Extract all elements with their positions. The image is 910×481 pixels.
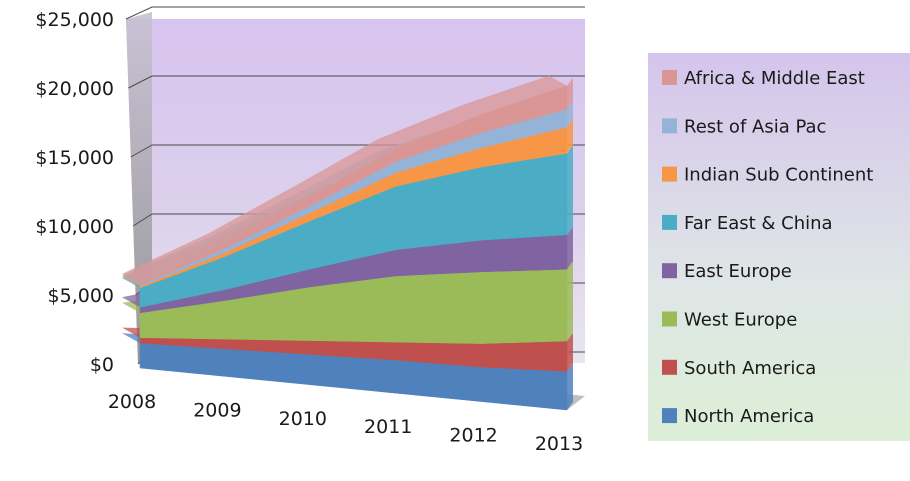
y-tick-label: $5,000 (48, 285, 114, 307)
legend-label: East Europe (684, 261, 792, 282)
area-africa-and-middle-east (122, 75, 573, 286)
y-tick-label: $10,000 (35, 216, 114, 238)
x-tick-label: 2009 (193, 399, 241, 421)
x-tick-label: 2008 (108, 391, 156, 413)
y-tick-label: $0 (90, 354, 114, 376)
legend-swatch (662, 118, 677, 134)
area-end-face (567, 363, 573, 410)
area-end-face (567, 145, 573, 235)
legend-label: North America (684, 406, 814, 427)
area-end-face (567, 77, 573, 110)
legend-label: Far East & China (684, 213, 833, 234)
legend-swatch (662, 214, 677, 230)
legend-label: South America (684, 358, 816, 379)
legend-swatch (662, 359, 677, 375)
legend-label: Indian Sub Continent (684, 165, 873, 186)
legend-item-east-europe: East Europe (662, 261, 792, 282)
legend-label: Rest of Asia Pac (684, 116, 826, 137)
area-end-face (567, 101, 573, 128)
legend-item-south-america: South America (662, 358, 816, 379)
gridline (128, 75, 585, 89)
x-tick-label: 2012 (449, 425, 497, 447)
legend-swatch (662, 166, 677, 182)
legend-item-africa-and-middle-east: Africa & Middle East (662, 68, 865, 89)
legend-swatch (662, 263, 677, 279)
legend-swatch (662, 408, 677, 424)
legend-item-north-america: North America (662, 406, 814, 427)
legend-item-indian-sub-continent: Indian Sub Continent (662, 165, 873, 186)
legend-item-far-east-and-china: Far East & China (662, 213, 833, 234)
area-end-face (567, 226, 573, 270)
area-end-face (567, 119, 573, 154)
x-tick-label: 2013 (535, 433, 583, 455)
legend-label: West Europe (684, 310, 797, 331)
legend-background (648, 53, 910, 441)
legend-item-west-europe: West Europe (662, 310, 797, 331)
legend-item-rest-of-asia-pac: Rest of Asia Pac (662, 116, 826, 137)
legend-label: Africa & Middle East (684, 68, 865, 89)
legend-swatch (662, 70, 677, 85)
area-end-face (567, 261, 573, 341)
x-tick-label: 2011 (364, 416, 412, 438)
gridline (125, 6, 585, 20)
y-tick-label: $15,000 (35, 147, 114, 169)
y-tick-label: $20,000 (35, 78, 114, 100)
area-end-face (567, 333, 573, 372)
chart-legend: Africa & Middle East Rest of Asia Pac Indi… (648, 53, 910, 441)
legend-swatch (662, 311, 677, 327)
x-tick-label: 2010 (279, 408, 327, 430)
y-tick-label: $25,000 (35, 9, 114, 31)
area-top-face (122, 75, 567, 284)
